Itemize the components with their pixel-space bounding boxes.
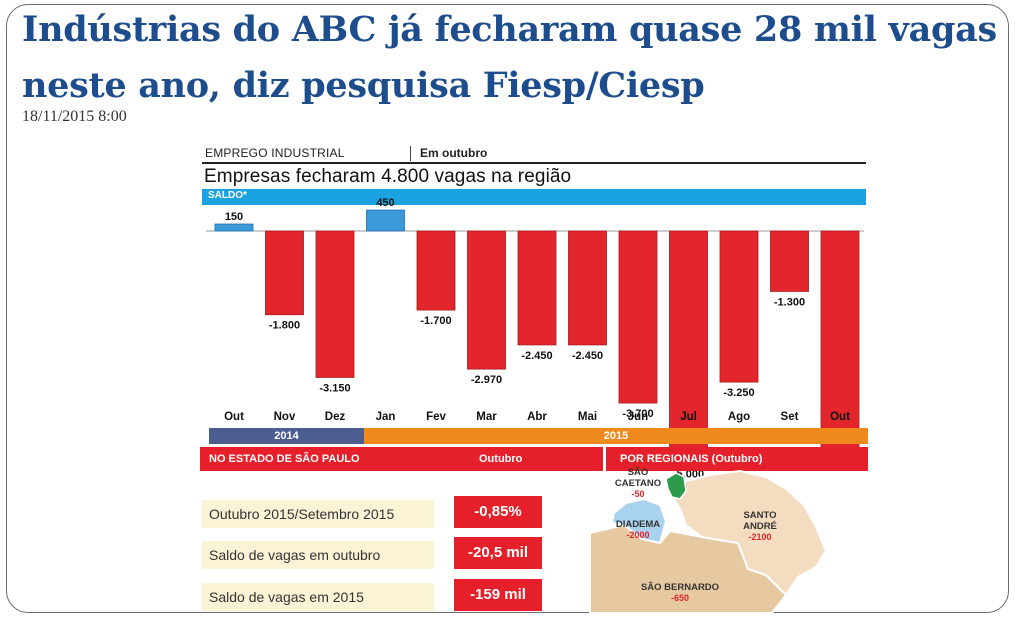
- bar-mar-5: [467, 230, 506, 370]
- year-segment-2015: 2015: [364, 428, 868, 444]
- data-label: -2.450: [521, 350, 552, 362]
- x-tick-label: Jul: [680, 411, 697, 423]
- data-label: 450: [376, 197, 394, 209]
- bar-ago-10: [719, 230, 759, 383]
- region-value-santo-andre: -2100: [748, 532, 771, 542]
- header-divider: [410, 146, 411, 161]
- region-name-santo-andre: SANTO: [743, 510, 776, 521]
- x-tick-label: Jun: [628, 411, 648, 423]
- region-name-sao-bernardo: SÃO BERNARDO: [641, 582, 719, 593]
- region-diadema-shape: [610, 497, 668, 545]
- x-tick-label: Fev: [426, 411, 446, 423]
- monthly-balance-bar-chart: 150 Out -1.800 Nov -3.150 Dez 450 Jan -1.700 Fev -…: [206, 197, 864, 481]
- state-section-column: Outubro: [479, 453, 523, 465]
- region-value-sao-bernardo: -650: [671, 593, 689, 603]
- region-value-sao-caetano: -50: [631, 489, 644, 499]
- region-sao-caetano-shape: [665, 472, 687, 500]
- data-label: -1.800: [269, 320, 300, 332]
- stat-value: -159 mil: [454, 579, 542, 611]
- stat-row: Outubro 2015/Setembro 2015 -0,85%: [202, 496, 592, 528]
- data-label: -1.700: [420, 315, 451, 327]
- article-headline: Indústrias do ABC já fecharam quase 28 m…: [22, 9, 997, 106]
- infographic-period: Em outubro: [420, 146, 488, 160]
- data-label: -1.300: [774, 296, 805, 308]
- regional-section-title: POR REGIONAIS (Outubro): [620, 453, 763, 465]
- x-tick-label: Ago: [728, 411, 750, 423]
- bar-fev-4: [416, 230, 456, 311]
- data-label: -2.450: [572, 350, 603, 362]
- article-date: 18/11/2015 8:00: [22, 108, 127, 125]
- x-tick-label: Out: [224, 411, 244, 423]
- regional-section-header: POR REGIONAIS (Outubro): [606, 447, 868, 471]
- bar-out-0: [214, 223, 254, 232]
- year-strip: 2014 2015: [209, 428, 868, 444]
- stat-label: Outubro 2015/Setembro 2015: [202, 500, 434, 528]
- infographic-header: EMPREGO INDUSTRIAL Em outubro: [202, 144, 866, 164]
- data-label: 150: [225, 211, 243, 223]
- region-name-sao-caetano: CAETANO: [615, 478, 661, 489]
- stat-row: Saldo de vagas em outubro -20,5 mil: [202, 537, 592, 569]
- state-section-title: NO ESTADO DE SÃO PAULO: [209, 453, 360, 465]
- x-tick-label: Out: [830, 411, 850, 423]
- bar-jul-9: [669, 230, 708, 464]
- x-tick-label: Abr: [527, 411, 547, 423]
- data-label: -3.700: [622, 408, 653, 420]
- x-tick-label: Mar: [476, 411, 497, 423]
- x-tick-label: Jan: [376, 411, 396, 423]
- bar-jan-3: [366, 209, 405, 232]
- year-segment-2014: 2014: [209, 428, 364, 444]
- abc-region-map: SÃO CAETANO -50 SANTO ANDRÉ -2100 DIADEM…: [589, 467, 828, 614]
- bar-out-12: [820, 230, 860, 455]
- bar-mai-7: [568, 230, 607, 346]
- infographic-title: Empresas fecharam 4.800 vagas na região: [204, 166, 572, 187]
- bar-jun-8: [618, 230, 658, 404]
- data-label: -2.970: [471, 374, 502, 386]
- bar-set-11: [770, 230, 809, 292]
- bar-nov-1: [265, 230, 304, 316]
- stat-row: Saldo de vagas em 2015 -159 mil: [202, 579, 592, 611]
- stat-value: -20,5 mil: [454, 537, 542, 569]
- bar-abr-6: [517, 230, 557, 346]
- employment-infographic: EMPREGO INDUSTRIAL Em outubro Empresas f…: [200, 141, 870, 614]
- region-name-diadema: DIADEMA: [616, 519, 660, 530]
- saldo-label-bar: SALDO*: [202, 189, 866, 205]
- bar-dez-2: [315, 230, 355, 378]
- infographic-kicker: EMPREGO INDUSTRIAL: [205, 146, 345, 160]
- state-section-header: NO ESTADO DE SÃO PAULO Outubro: [200, 447, 603, 471]
- stat-value: -0,85%: [454, 496, 542, 528]
- stat-label: Saldo de vagas em 2015: [202, 583, 434, 611]
- x-tick-label: Nov: [274, 411, 296, 423]
- region-name-sao-caetano: SÃO: [628, 467, 649, 478]
- region-name-santo-andre: ANDRÉ: [743, 521, 777, 532]
- x-tick-label: Mai: [578, 411, 597, 423]
- region-value-diadema: -2000: [626, 530, 649, 540]
- x-tick-label: Dez: [325, 411, 346, 423]
- region-santo-andre-shape: [668, 469, 828, 597]
- data-label: -3.150: [319, 382, 350, 394]
- data-label: -3.250: [723, 387, 754, 399]
- stat-label: Saldo de vagas em outubro: [202, 541, 434, 569]
- x-tick-label: Set: [781, 411, 799, 423]
